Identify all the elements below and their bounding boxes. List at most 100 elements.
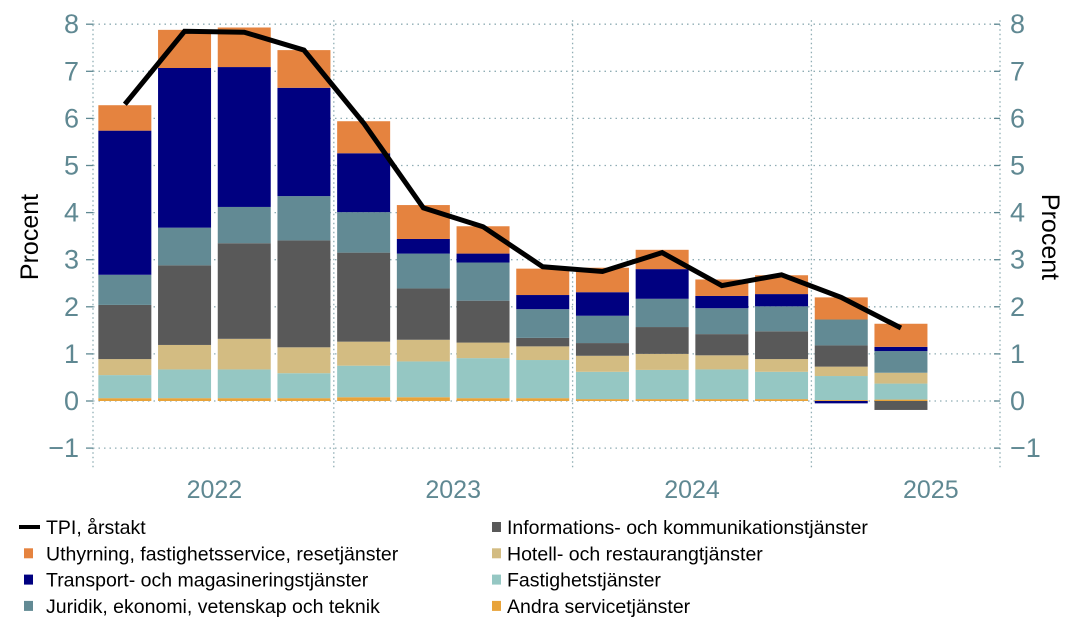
legend-swatch	[24, 548, 33, 558]
bar-segment	[98, 105, 151, 130]
legend-item: Fastighetstjänster	[492, 570, 661, 592]
bar-segment	[755, 306, 808, 331]
bar-segment	[576, 343, 629, 356]
y-tick-label-left: 5	[64, 151, 79, 181]
bar-stack	[277, 50, 330, 401]
bar-segment	[755, 359, 808, 372]
y-tick-label-left: 0	[64, 386, 79, 416]
bar-segment	[277, 88, 330, 196]
bar-segment	[218, 339, 271, 370]
y-tick-label-right: 4	[1010, 198, 1025, 228]
y-tick-label-left: 8	[64, 9, 79, 39]
bar-segment	[815, 367, 868, 376]
bar-stack	[218, 27, 271, 401]
bar-segment	[815, 401, 868, 403]
bar-segment	[636, 370, 689, 399]
bar-segment	[636, 327, 689, 354]
y-tick-label-left: 4	[64, 198, 79, 228]
legend-swatch	[24, 601, 33, 611]
bar-segment	[457, 343, 510, 359]
bar-segment	[815, 345, 868, 366]
bar-segment	[457, 358, 510, 398]
bar-segment	[158, 369, 211, 398]
legend-swatch	[492, 548, 501, 558]
bar-segment	[158, 228, 211, 266]
y-tick-label-left: 2	[64, 292, 79, 322]
bar-stack	[337, 121, 390, 401]
bar-stack	[874, 324, 927, 410]
y-tick-label-right: 1	[1010, 339, 1025, 369]
bar-segment	[98, 398, 151, 401]
bar-segment	[874, 351, 927, 373]
legend-label: Uthyrning, fastighetsservice, resetjänst…	[46, 543, 399, 565]
bar-segment	[98, 359, 151, 375]
bar-stack	[755, 275, 808, 401]
legend-swatch	[492, 601, 501, 611]
bar-segment	[516, 360, 569, 398]
bar-segment	[516, 309, 569, 338]
bar-segment	[874, 401, 927, 410]
legend-item: TPI, årstakt	[19, 517, 146, 539]
bar-stack	[158, 30, 211, 401]
bar-segment	[815, 400, 868, 401]
bar-stack	[576, 268, 629, 401]
bar-segment	[815, 376, 868, 400]
legend-item: Transport- och magasineringstjänster	[24, 570, 369, 592]
bar-segment	[397, 239, 450, 254]
legend-swatch	[492, 575, 501, 585]
bar-segment	[874, 384, 927, 400]
legend-swatch	[24, 575, 33, 585]
bar-segment	[397, 397, 450, 401]
bar-segment	[755, 372, 808, 399]
bar-segment	[277, 347, 330, 373]
bar-segment	[695, 399, 748, 401]
bar-segment	[516, 398, 569, 401]
legend-line-marker	[19, 525, 40, 529]
bar-segment	[98, 131, 151, 275]
y-tick-label-left: 7	[64, 56, 79, 86]
bar-segment	[158, 30, 211, 68]
bar-segment	[158, 345, 211, 369]
bar-stack	[815, 297, 868, 403]
bar-segment	[98, 375, 151, 398]
bar-segment	[158, 68, 211, 228]
bar-segment	[397, 340, 450, 362]
bar-stack	[636, 250, 689, 401]
bar-segment	[337, 212, 390, 253]
bar-segment	[457, 254, 510, 263]
bar-segment	[874, 373, 927, 384]
bar-segment	[874, 400, 927, 401]
y-tick-label-right: 7	[1010, 56, 1025, 86]
x-year-label: 2023	[425, 476, 481, 504]
legend-label: TPI, årstakt	[46, 517, 146, 539]
y-tick-label-right: 5	[1010, 151, 1025, 181]
bar-segment	[158, 265, 211, 345]
bar-segment	[815, 320, 868, 346]
legend-label: Hotell- och restaurangtjänster	[507, 543, 763, 565]
legend-item: Hotell- och restaurangtjänster	[492, 543, 763, 565]
bar-segment	[636, 299, 689, 327]
y-tick-label-right: 8	[1010, 9, 1025, 39]
legend-item: Andra servicetjänster	[492, 596, 691, 618]
y-tick-label-left: −1	[48, 433, 79, 463]
bar-segment	[457, 263, 510, 301]
bar-segment	[277, 398, 330, 401]
bar-segment	[576, 292, 629, 316]
bar-stack	[695, 279, 748, 401]
bar-segment	[337, 153, 390, 212]
legend-item: Uthyrning, fastighetsservice, resetjänst…	[24, 543, 399, 565]
bar-stack	[457, 226, 510, 401]
bar-segment	[636, 269, 689, 299]
bar-segment	[516, 269, 569, 295]
bar-segment	[874, 347, 927, 351]
bar-segment	[755, 331, 808, 359]
bar-segment	[516, 295, 569, 309]
bar-segment	[576, 316, 629, 343]
bar-segment	[516, 346, 569, 360]
x-year-label: 2022	[187, 476, 243, 504]
bar-segment	[397, 254, 450, 289]
bar-segment	[576, 399, 629, 401]
y-tick-label-left: 1	[64, 339, 79, 369]
legend-label: Juridik, ekonomi, vetenskap och teknik	[46, 596, 380, 618]
